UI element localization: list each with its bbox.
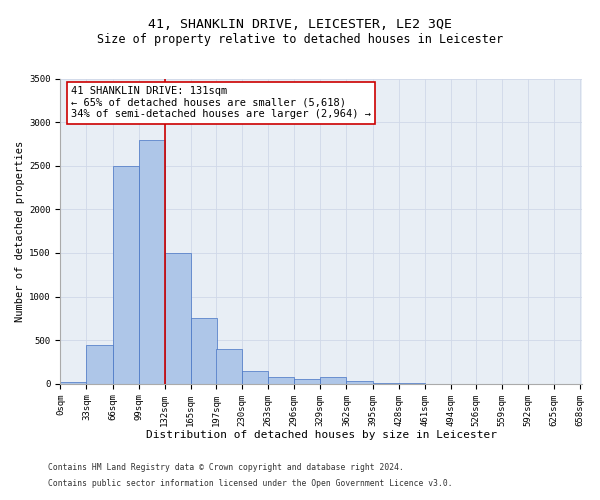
Bar [216, 349, 242, 384]
Bar [268, 377, 294, 384]
Text: 41, SHANKLIN DRIVE, LEICESTER, LE2 3QE: 41, SHANKLIN DRIVE, LEICESTER, LE2 3QE [148, 18, 452, 30]
X-axis label: Distribution of detached houses by size in Leicester: Distribution of detached houses by size … [146, 430, 497, 440]
Bar [191, 318, 217, 384]
Text: Contains HM Land Registry data © Crown copyright and database right 2024.: Contains HM Land Registry data © Crown c… [48, 464, 404, 472]
Text: 41 SHANKLIN DRIVE: 131sqm
← 65% of detached houses are smaller (5,618)
34% of se: 41 SHANKLIN DRIVE: 131sqm ← 65% of detac… [71, 86, 371, 120]
Bar [294, 378, 320, 384]
Bar [320, 377, 346, 384]
Bar [139, 140, 164, 384]
Text: Contains public sector information licensed under the Open Government Licence v3: Contains public sector information licen… [48, 478, 452, 488]
Bar [373, 383, 398, 384]
Bar [86, 344, 113, 384]
Bar [242, 371, 268, 384]
Bar [346, 381, 373, 384]
Y-axis label: Number of detached properties: Number of detached properties [15, 140, 25, 322]
Bar [61, 382, 86, 384]
Text: Size of property relative to detached houses in Leicester: Size of property relative to detached ho… [97, 32, 503, 46]
Bar [113, 166, 139, 384]
Bar [164, 253, 191, 384]
